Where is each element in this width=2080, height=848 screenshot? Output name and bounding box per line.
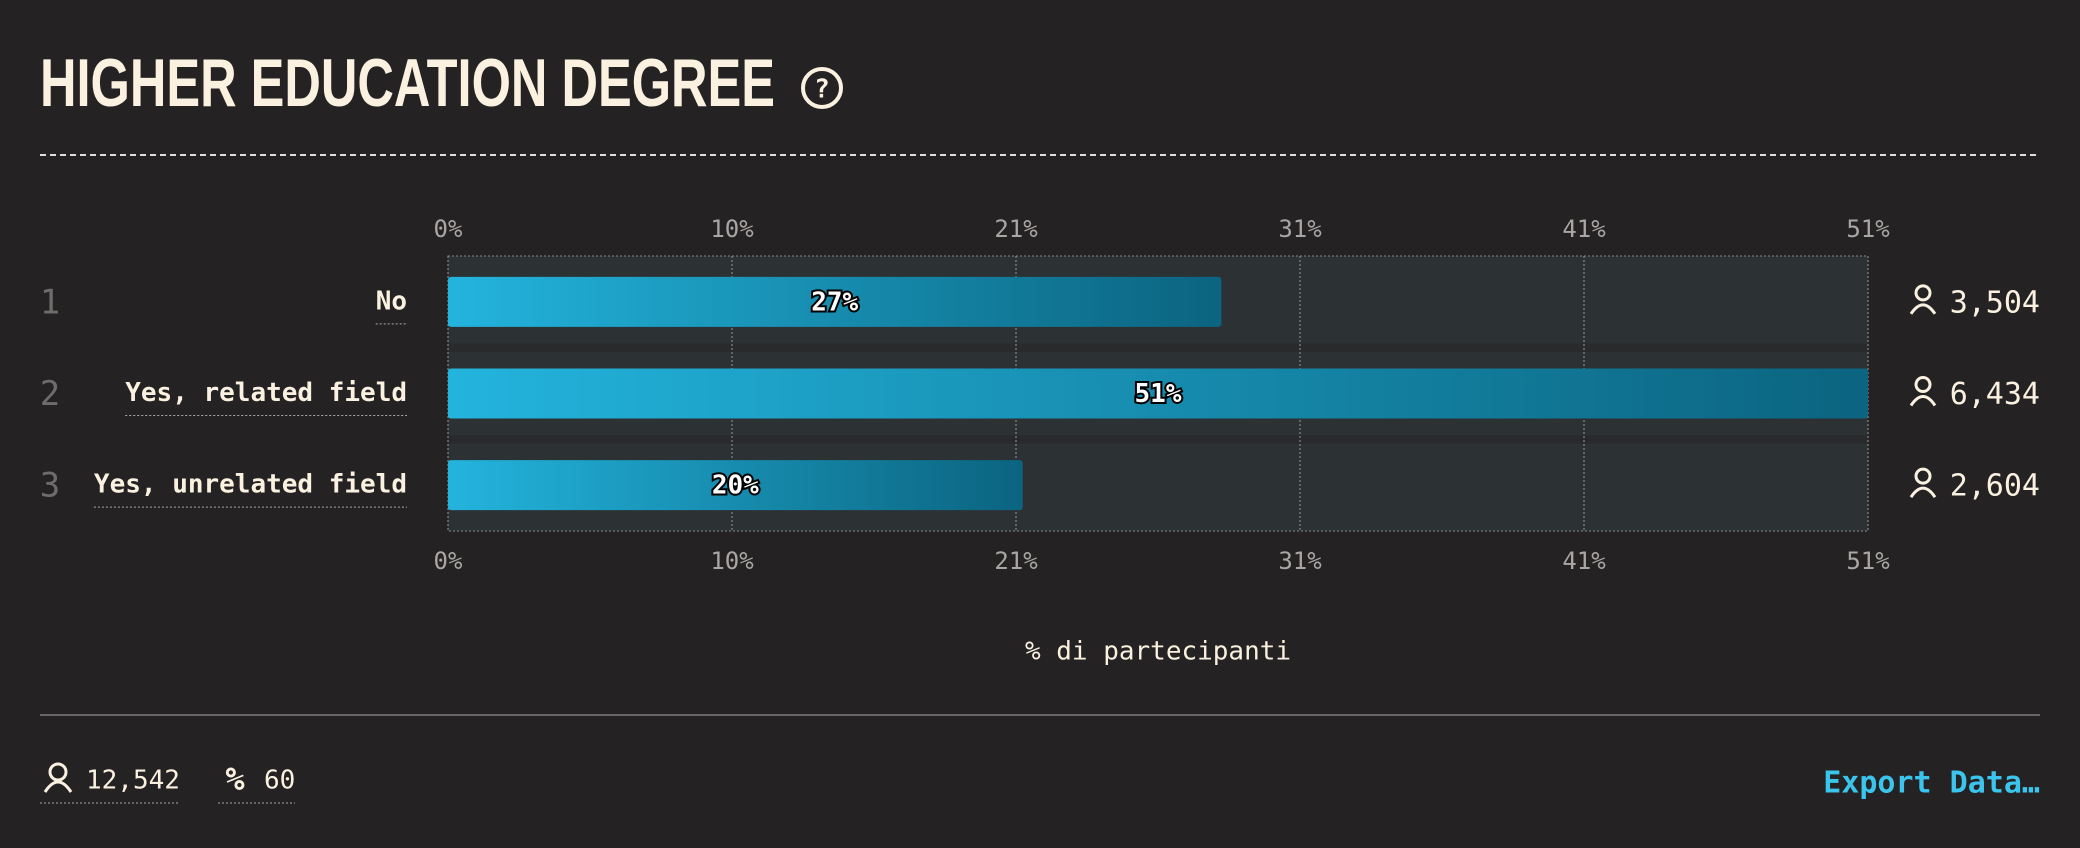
completion: 60: [264, 766, 295, 796]
icon-body: [1909, 486, 1937, 499]
x-tick-label: 41%: [1562, 547, 1606, 575]
svg-text:?: ?: [814, 75, 830, 105]
bar-value-label: 27%: [811, 287, 858, 317]
category-label: No: [376, 286, 407, 316]
count-label: 6,434: [1950, 377, 2040, 412]
chart: 0% 0% 10% 10% 21% 21% 31% 31% 41% 41% 51% 51% 1 No 27%…: [40, 215, 2040, 667]
bar: [448, 276, 1222, 327]
icon-body: [1909, 395, 1937, 407]
x-tick-label: 41%: [1562, 215, 1606, 243]
rank: 2: [40, 374, 60, 414]
category-label: Yes, unrelated field: [94, 470, 407, 500]
bar-value-label: 51%: [1135, 379, 1182, 409]
icon-head: [1914, 376, 1932, 393]
bar: [448, 460, 1023, 511]
count-label: 2,604: [1950, 469, 2040, 504]
count-label: 3,504: [1950, 285, 2040, 320]
x-tick-label: 0%: [434, 215, 463, 243]
person-icon: [1909, 467, 1937, 499]
x-tick-label: 10%: [710, 215, 754, 243]
x-tick-label: 21%: [994, 215, 1038, 243]
x-tick-label: 31%: [1278, 547, 1322, 575]
x-tick-label: 10%: [710, 547, 754, 575]
rank: 3: [40, 466, 60, 506]
export-button[interactable]: Export Data…: [1823, 766, 2040, 801]
x-tick-label: 0%: [434, 547, 463, 575]
x-tick-label: 51%: [1846, 547, 1890, 575]
icon-body: [1909, 303, 1937, 315]
x-tick-label: 31%: [1278, 215, 1322, 243]
percent-icon: %: [225, 760, 245, 798]
x-tick-label: 51%: [1846, 215, 1890, 243]
icon-head: [1914, 467, 1932, 485]
row-gap: [448, 435, 1868, 444]
total-icon: [43, 762, 73, 793]
category-label: Yes, related field: [125, 378, 407, 408]
x-tick-label: 21%: [994, 547, 1038, 575]
x-axis-label: % di partecipanti: [1025, 637, 1291, 667]
person-icon: [1909, 284, 1937, 315]
icon-head: [1914, 284, 1932, 302]
chart-title: HIGHER EDUCATION DEGREE: [40, 45, 775, 121]
bar: [448, 368, 1868, 419]
person-icon: [1909, 376, 1937, 407]
total-count: 12,542: [86, 766, 180, 796]
bar-value-label: 20%: [712, 471, 759, 501]
help-icon[interactable]: ?: [801, 67, 843, 109]
row-gap: [448, 343, 1868, 352]
rank: 1: [40, 282, 60, 322]
